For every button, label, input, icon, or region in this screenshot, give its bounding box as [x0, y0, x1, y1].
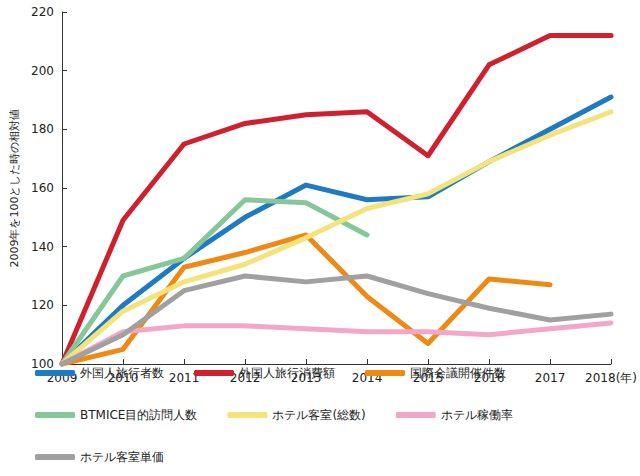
svg-text:ホテル客室(総数): ホテル客室(総数)	[272, 408, 365, 422]
svg-text:ホテル客室単価: ホテル客室単価	[80, 450, 164, 464]
svg-text:2017: 2017	[535, 371, 566, 385]
svg-text:180: 180	[31, 122, 54, 136]
svg-text:2011: 2011	[168, 371, 200, 385]
svg-text:2009年を100とした時の相対値: 2009年を100とした時の相対値	[8, 109, 21, 268]
svg-text:120: 120	[31, 298, 54, 312]
svg-text:外国人旅行消費額: 外国人旅行消費額	[239, 366, 335, 380]
svg-text:200: 200	[31, 64, 54, 78]
svg-text:100: 100	[31, 357, 54, 371]
svg-text:2018(年): 2018(年)	[585, 371, 637, 385]
svg-text:220: 220	[31, 5, 54, 19]
svg-text:外国人旅行者数: 外国人旅行者数	[80, 366, 164, 380]
svg-text:国際会議開催件数: 国際会議開催件数	[410, 366, 506, 380]
svg-text:ホテル稼働率: ホテル稼働率	[441, 408, 513, 422]
svg-text:140: 140	[31, 240, 54, 254]
svg-text:2014: 2014	[351, 371, 383, 385]
svg-text:2009: 2009	[46, 371, 78, 385]
svg-text:BTMICE目的訪問人数: BTMICE目的訪問人数	[80, 408, 197, 422]
svg-text:160: 160	[31, 181, 54, 195]
